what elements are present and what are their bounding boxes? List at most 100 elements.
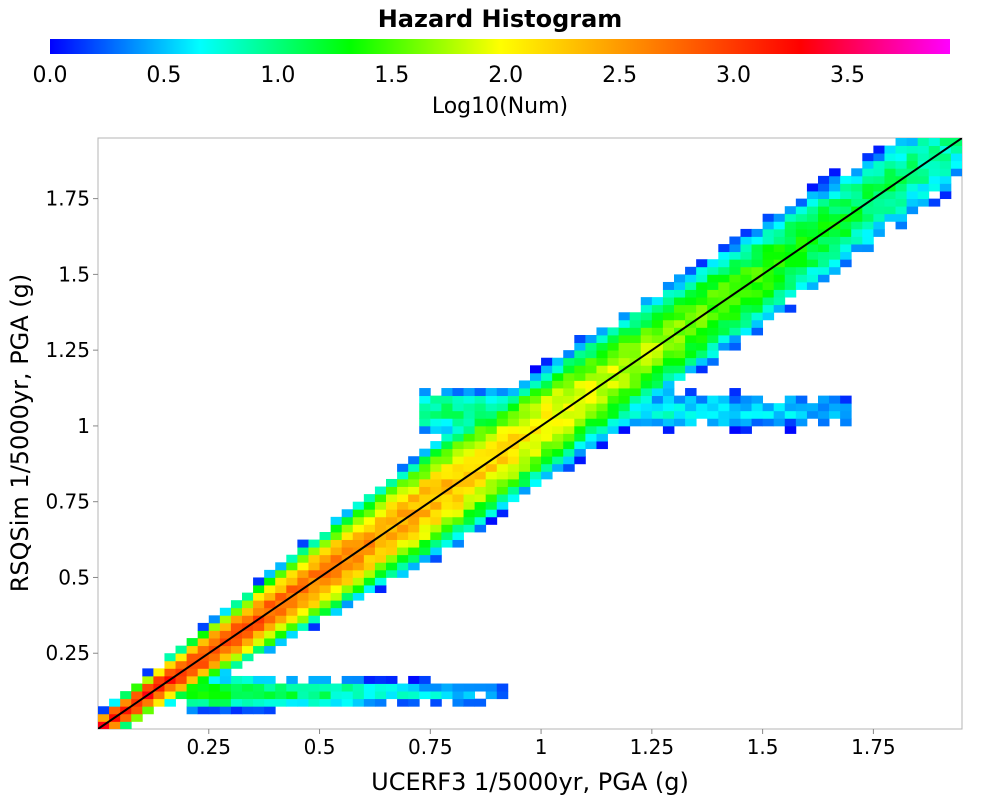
heatmap-cell xyxy=(873,175,885,184)
heatmap-cell xyxy=(452,395,464,404)
heatmap-cell xyxy=(674,410,686,419)
heatmap-cell xyxy=(563,425,575,434)
heatmap-cell xyxy=(740,403,752,412)
heatmap-cell xyxy=(363,509,376,518)
heatmap-cell xyxy=(253,698,265,707)
heatmap-cell xyxy=(873,213,885,222)
heatmap-cell xyxy=(795,403,808,412)
heatmap-cell xyxy=(751,410,764,419)
heatmap-cell xyxy=(662,357,675,366)
heatmap-cell xyxy=(740,289,752,298)
heatmap-cell xyxy=(253,577,265,586)
heatmap-cell xyxy=(352,539,365,548)
heatmap-cell xyxy=(685,335,697,343)
heatmap-cell xyxy=(197,660,210,669)
heatmap-cell xyxy=(806,213,819,222)
heatmap-cell xyxy=(253,691,265,700)
heatmap-cell xyxy=(829,198,841,207)
heatmap-cell xyxy=(419,403,431,412)
heatmap-cell xyxy=(286,607,298,616)
heatmap-cell xyxy=(363,554,376,563)
heatmap-cell xyxy=(740,425,752,434)
heatmap-cell xyxy=(818,175,830,184)
heatmap-cell xyxy=(330,592,343,601)
heatmap-cell xyxy=(386,675,398,684)
heatmap-cell xyxy=(696,410,708,419)
heatmap-cell xyxy=(552,380,564,389)
heatmap-cell xyxy=(862,228,874,237)
heatmap-cell xyxy=(563,365,575,374)
heatmap-cell xyxy=(242,683,254,692)
heatmap-cell xyxy=(574,418,586,427)
heatmap-cell xyxy=(286,569,298,578)
heatmap-cell xyxy=(363,569,376,578)
heatmap-cell xyxy=(242,615,254,624)
heatmap-cell xyxy=(696,403,708,412)
heatmap-cell xyxy=(862,213,874,222)
heatmap-cell xyxy=(895,221,908,230)
heatmap-cell xyxy=(319,600,332,609)
heatmap-cell xyxy=(707,327,719,336)
heatmap-cell xyxy=(242,645,254,654)
heatmap-cell xyxy=(707,403,719,412)
x-axis-label: UCERF3 1/5000yr, PGA (g) xyxy=(371,768,689,796)
heatmap-cell xyxy=(928,145,941,154)
heatmap-cell xyxy=(895,153,908,162)
heatmap-cell xyxy=(618,372,631,381)
heatmap-cell xyxy=(98,713,110,722)
heatmap-cell xyxy=(906,206,919,215)
heatmap-cell xyxy=(430,418,442,427)
heatmap-cell xyxy=(131,706,143,715)
heatmap-cell xyxy=(762,251,775,260)
heatmap-cell xyxy=(186,638,199,647)
heatmap-cell xyxy=(873,206,885,215)
heatmap-cell xyxy=(784,410,797,419)
heatmap-cell xyxy=(441,410,453,419)
heatmap-cell xyxy=(230,698,243,707)
heatmap-cell xyxy=(319,683,332,692)
heatmap-cell xyxy=(441,516,453,525)
heatmap-cell xyxy=(784,425,797,434)
heatmap-cell xyxy=(818,213,830,222)
heatmap-cell xyxy=(552,433,564,442)
heatmap-cell xyxy=(430,698,442,707)
heatmap-cell xyxy=(552,357,564,366)
colorbar-gradient xyxy=(50,39,950,54)
heatmap-cell xyxy=(485,403,498,412)
heatmap-cell xyxy=(507,403,520,412)
heatmap-cell xyxy=(408,691,420,700)
heatmap-cell xyxy=(419,388,431,397)
heatmap-cell xyxy=(308,600,320,609)
heatmap-cell xyxy=(552,365,564,374)
heatmap-cell xyxy=(341,547,354,556)
heatmap-cell xyxy=(474,486,487,495)
heatmap-cell xyxy=(651,319,664,328)
heatmap-cell xyxy=(818,410,830,419)
heatmap-cell xyxy=(829,251,841,260)
heatmap-cell xyxy=(795,236,808,245)
heatmap-cell xyxy=(906,153,919,162)
heatmap-cell xyxy=(596,410,608,419)
y-axis-ticks: 0.25 0.5 0.75 1 1.25 1.5 1.75 xyxy=(45,187,98,665)
heatmap-cell xyxy=(397,683,409,692)
heatmap-cell xyxy=(352,524,365,533)
heatmap-cell xyxy=(208,675,221,684)
heatmap-cell xyxy=(662,410,675,419)
heatmap-cell xyxy=(419,418,431,427)
heatmap-cell xyxy=(707,259,719,268)
heatmap-cell xyxy=(330,691,343,700)
heatmap-cell xyxy=(729,395,741,404)
heatmap-cell xyxy=(242,607,254,616)
heatmap-cell xyxy=(419,675,431,684)
heatmap-cell xyxy=(541,441,553,450)
heatmap-cell xyxy=(685,357,697,366)
heatmap-cell xyxy=(430,486,442,495)
heatmap-cell xyxy=(884,160,896,169)
heatmap-cell xyxy=(419,478,431,487)
heatmap-cell xyxy=(629,327,642,336)
heatmap-cell xyxy=(751,236,764,245)
heatmap-cell xyxy=(773,297,786,306)
heatmap-cell xyxy=(419,471,431,480)
heatmap-cell xyxy=(795,206,808,215)
heatmap-cell xyxy=(474,698,487,707)
